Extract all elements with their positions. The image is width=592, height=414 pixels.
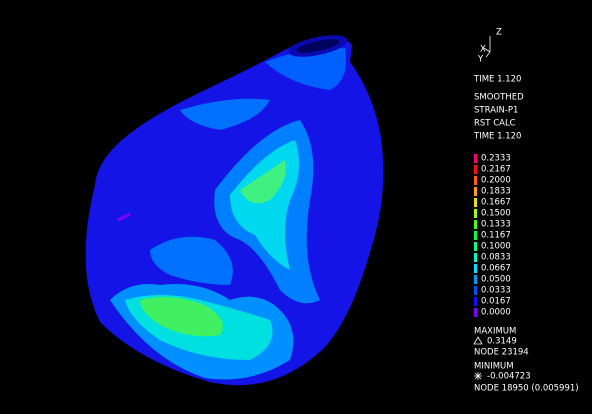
legend-swatch: [474, 220, 477, 229]
legend-swatch: [474, 297, 477, 306]
header-line: TIME 1.120: [473, 132, 521, 142]
axis-line: [485, 51, 491, 58]
min-value: -0.004723: [487, 372, 531, 382]
axis-label: Y: [477, 55, 484, 65]
legend-swatch: [474, 253, 477, 262]
legend-swatch: [474, 176, 477, 185]
header: SMOOTHED STRAIN-P1 RST CALC TIME 1.120: [473, 93, 524, 142]
min-title: MINIMUM: [474, 362, 514, 372]
legend-swatch: [474, 308, 477, 317]
min-node: NODE 18950 (0.005991): [474, 384, 579, 394]
legend-swatch: [474, 154, 477, 163]
header-line: SMOOTHED: [474, 93, 524, 103]
axis-label: X: [480, 45, 486, 55]
legend-label: 0.0333: [481, 286, 511, 296]
region: [180, 98, 270, 130]
max-node: NODE 23194: [474, 348, 529, 358]
legend-swatch: [474, 242, 477, 251]
triad: [483, 36, 491, 58]
neck-hole: [296, 39, 340, 53]
legend-label: 0.0833: [481, 253, 511, 263]
legend-label: 0.1167: [481, 231, 511, 241]
max-symbol: [473, 336, 483, 345]
legend-label: 0.2000: [481, 176, 511, 186]
max-title: MAXIMUM: [474, 327, 516, 337]
legend-label: 0.2333: [481, 154, 511, 164]
region: [240, 160, 286, 204]
legend-label: 0.1833: [481, 187, 511, 197]
legend: 0.23330.21670.20000.18330.16670.15000.13…: [474, 154, 511, 318]
axis-label: Z: [496, 28, 502, 38]
legend-label: 0.1333: [481, 220, 511, 230]
legend-label: 0.0667: [481, 264, 511, 274]
region: [117, 212, 131, 222]
legend-swatch: [474, 231, 477, 240]
header-line: STRAIN-P1: [474, 106, 518, 116]
model: [85, 35, 384, 386]
time: TIME 1.120: [473, 75, 521, 85]
legend-swatch: [474, 286, 477, 295]
region: [150, 236, 233, 285]
legend-swatch: [474, 165, 477, 174]
legend-swatch: [474, 264, 477, 273]
legend-swatch: [474, 198, 477, 207]
legend-swatch: [474, 187, 477, 196]
legend-label: 0.1500: [481, 209, 511, 219]
max-value: 0.3149: [487, 337, 517, 347]
legend-swatch: [474, 275, 477, 284]
legend-label: 0.2167: [481, 165, 511, 175]
legend-label: 0.0000: [481, 308, 511, 318]
legend-label: 0.1667: [481, 198, 511, 208]
legend-label: 0.1000: [481, 242, 511, 252]
axis-line: [483, 47, 491, 53]
header-line: RST CALC: [474, 119, 516, 129]
legend-label: 0.0167: [481, 297, 511, 307]
min-symbol: [474, 372, 482, 380]
region: [140, 296, 223, 337]
legend-swatch: [474, 209, 477, 218]
legend-label: 0.0500: [481, 275, 511, 285]
region: [265, 48, 346, 90]
